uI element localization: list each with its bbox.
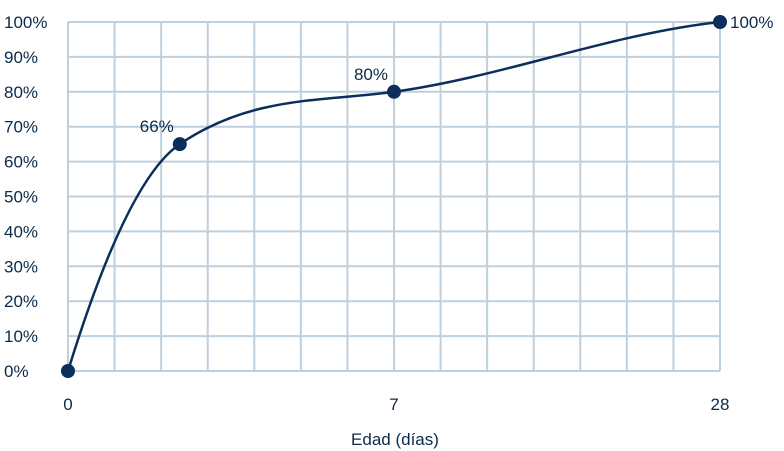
y-tick-label: 0% [4,362,29,381]
y-tick-label: 90% [4,48,38,67]
x-tick-label: 7 [389,395,398,414]
y-axis-tick-labels: 0% 10% 20% 30% 40% 50% 60% 70% 80% 90% 100% [4,13,47,381]
data-point [61,364,75,378]
data-point [713,15,727,29]
data-labels: 66% 80% 100% [140,13,774,136]
data-label: 80% [354,65,388,84]
series-line [66,20,721,372]
y-tick-label: 40% [4,222,38,241]
y-tick-label: 100% [4,13,47,32]
y-tick-label: 70% [4,118,38,137]
data-point [387,84,401,99]
y-tick-label: 10% [4,327,38,346]
x-axis-tick-labels: 0 7 28 [63,395,729,414]
data-point [172,137,187,152]
y-tick-label: 60% [4,153,38,172]
data-points [61,15,727,378]
grid [67,21,721,372]
y-tick-label: 80% [4,83,38,102]
y-tick-label: 20% [4,292,38,311]
x-tick-label: 0 [63,395,72,414]
x-tick-label: 28 [711,395,730,414]
y-tick-label: 50% [4,188,38,207]
x-axis-label: Edad (días) [351,430,439,449]
y-tick-label: 30% [4,257,38,276]
data-label: 100% [730,13,773,32]
data-label: 66% [140,117,174,136]
